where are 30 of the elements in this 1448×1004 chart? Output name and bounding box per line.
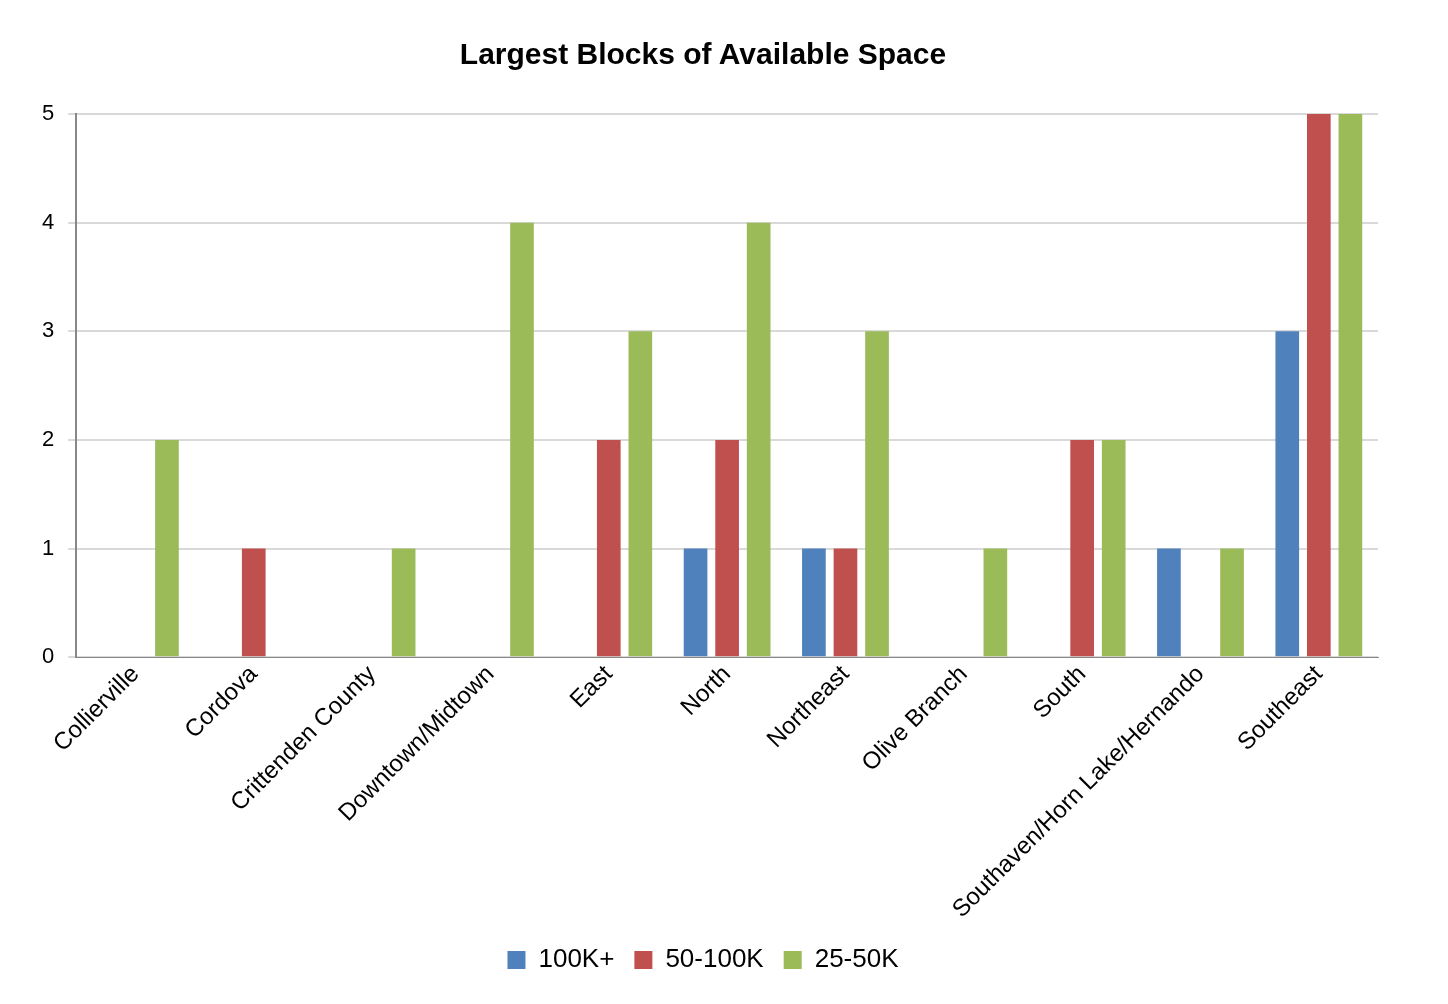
y-tick-label: 3: [41, 317, 55, 343]
bar: [1338, 114, 1363, 657]
bar: [391, 548, 416, 657]
bar: [746, 222, 771, 657]
chart-title: Largest Blocks of Available Space: [459, 37, 947, 71]
bar: [983, 548, 1008, 657]
bar: [865, 331, 889, 657]
bar: [596, 439, 621, 657]
bar: [802, 548, 826, 657]
bar: [1220, 548, 1244, 657]
bar: [715, 439, 739, 657]
legend-label: 25-50K: [814, 943, 900, 974]
legend-label: 100K+: [538, 943, 615, 974]
y-tick-label: 2: [41, 426, 55, 451]
bar: [628, 331, 653, 657]
bar: [510, 222, 534, 657]
legend-label: 50-100K: [665, 943, 765, 974]
bar: [1070, 439, 1094, 657]
bar: [833, 548, 858, 657]
bar: [1275, 331, 1300, 657]
bar: [241, 548, 266, 657]
bar: [1101, 439, 1126, 657]
bar: [155, 439, 179, 657]
y-tick-label: 0: [41, 643, 55, 669]
y-tick-label: 4: [41, 208, 55, 234]
bar: [1157, 548, 1181, 657]
y-tick-label: 1: [41, 534, 55, 560]
bar: [1306, 114, 1331, 657]
y-tick-label: 5: [41, 100, 55, 126]
bar: [683, 548, 708, 657]
